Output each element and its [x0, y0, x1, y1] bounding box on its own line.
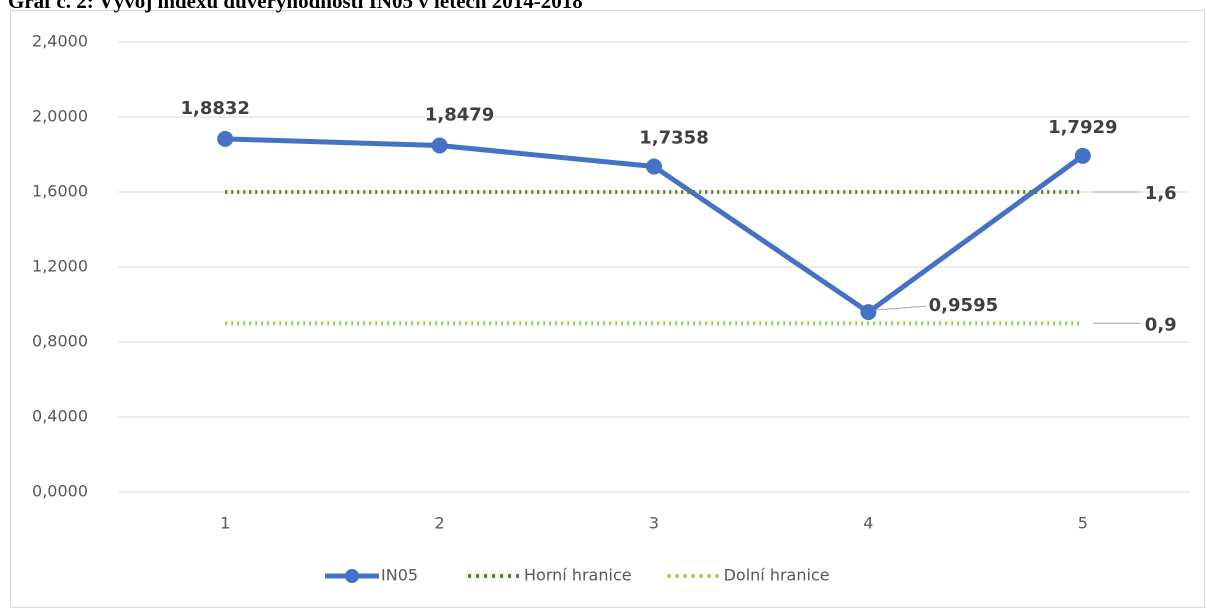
data-label: 1,6 [1145, 183, 1177, 204]
point [217, 130, 234, 147]
data-label: 0,9 [1145, 314, 1177, 335]
x-tick-label: 4 [863, 514, 873, 533]
legend-label: Dolní hranice [724, 566, 830, 585]
point [431, 137, 448, 154]
y-tick-label: 0,0000 [32, 482, 88, 501]
data-label: 1,7358 [639, 128, 708, 149]
data-label: 1,8479 [425, 105, 494, 126]
x-tick-label: 2 [435, 514, 445, 533]
chart-title: Graf č. 2: Vývoj indexu důvěryhodnosti I… [8, 0, 583, 13]
legend-marker [345, 569, 359, 583]
x-tick-label: 5 [1078, 514, 1088, 533]
y-tick-label: 0,4000 [32, 407, 88, 426]
leader-line [874, 305, 927, 311]
y-tick-label: 2,0000 [32, 107, 88, 126]
point [646, 158, 662, 175]
y-tick-label: 2,4000 [32, 32, 88, 51]
data-label: 1,7929 [1048, 117, 1117, 138]
y-tick-label: 1,6000 [32, 182, 88, 201]
point [860, 304, 877, 321]
chart-frame [10, 10, 1205, 608]
x-tick-label: 1 [220, 514, 230, 533]
y-tick-label: 0,8000 [32, 332, 88, 351]
point [1074, 147, 1091, 164]
legend-label: IN05 [381, 566, 418, 585]
y-tick-label: 1,2000 [32, 257, 88, 276]
x-tick-label: 3 [649, 514, 659, 533]
data-label: 0,9595 [929, 295, 998, 316]
data-label: 1,8832 [180, 98, 249, 119]
legend-label: Horní hranice [524, 566, 632, 585]
